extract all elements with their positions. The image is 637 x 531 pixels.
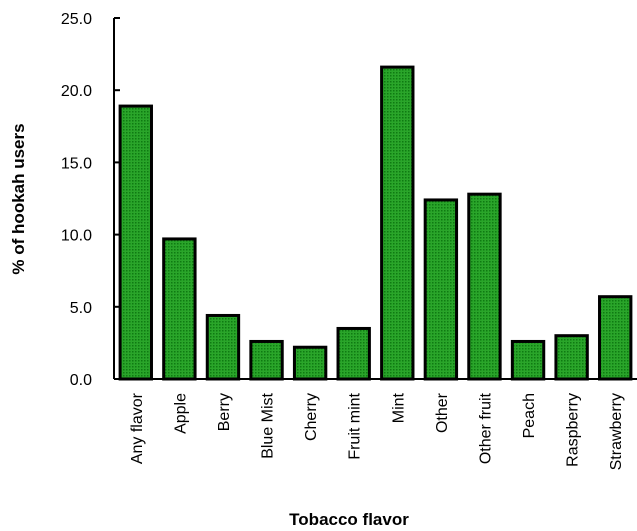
bar-fruit-mint	[336, 326, 371, 381]
y-ticks: 0.0 5.0 10.0 15.0 20.0 25.0	[61, 11, 120, 389]
x-category-label: Berry	[216, 393, 233, 431]
axes-layer	[113, 18, 637, 380]
bar-apple	[162, 237, 197, 381]
y-tick-label: 20.0	[61, 83, 92, 100]
bar-raspberry	[554, 334, 589, 381]
x-category-label: Blue Mist	[260, 392, 277, 458]
y-axis-title: % of hookah users	[9, 123, 28, 274]
x-category-label: Raspberry	[565, 393, 582, 467]
bar-peach	[510, 339, 546, 381]
x-category-label: Other	[434, 392, 451, 433]
bar-any-flavor	[118, 104, 153, 381]
bar-other-fruit	[467, 192, 502, 381]
x-axis-title: Tobacco flavor	[289, 510, 409, 529]
y-tick-label: 0.0	[70, 372, 92, 389]
x-category-label: Apple	[172, 393, 189, 434]
x-category-label: Fruit mint	[347, 392, 364, 459]
x-category-label: Cherry	[303, 393, 320, 441]
bar-blue-mist	[249, 339, 284, 381]
x-category-label: Strawberry	[608, 393, 625, 470]
x-category-label: Other fruit	[477, 392, 494, 464]
x-category-labels: Any flavor Apple Berry Blue Mist Cherry Fruit…	[129, 392, 625, 470]
y-tick-label: 5.0	[70, 300, 92, 317]
bar-other	[423, 198, 459, 381]
x-category-label: Any flavor	[129, 392, 146, 464]
bars-layer	[118, 65, 633, 381]
y-tick-label: 15.0	[61, 155, 92, 172]
y-tick-label: 25.0	[61, 11, 92, 28]
bar-berry	[205, 313, 241, 381]
bar-cherry	[292, 345, 328, 381]
y-tick-label: 10.0	[61, 228, 92, 245]
x-category-label: Mint	[390, 392, 407, 423]
x-category-label: Peach	[521, 393, 538, 438]
bar-mint	[380, 65, 415, 381]
bar-strawberry	[598, 295, 633, 381]
